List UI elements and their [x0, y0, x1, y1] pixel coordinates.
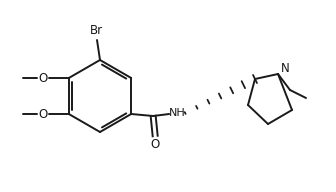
Text: O: O [151, 137, 160, 151]
Text: Br: Br [89, 25, 102, 37]
Text: NH: NH [169, 108, 185, 118]
Text: N: N [281, 63, 289, 75]
Text: O: O [38, 71, 47, 84]
Text: O: O [38, 108, 47, 121]
